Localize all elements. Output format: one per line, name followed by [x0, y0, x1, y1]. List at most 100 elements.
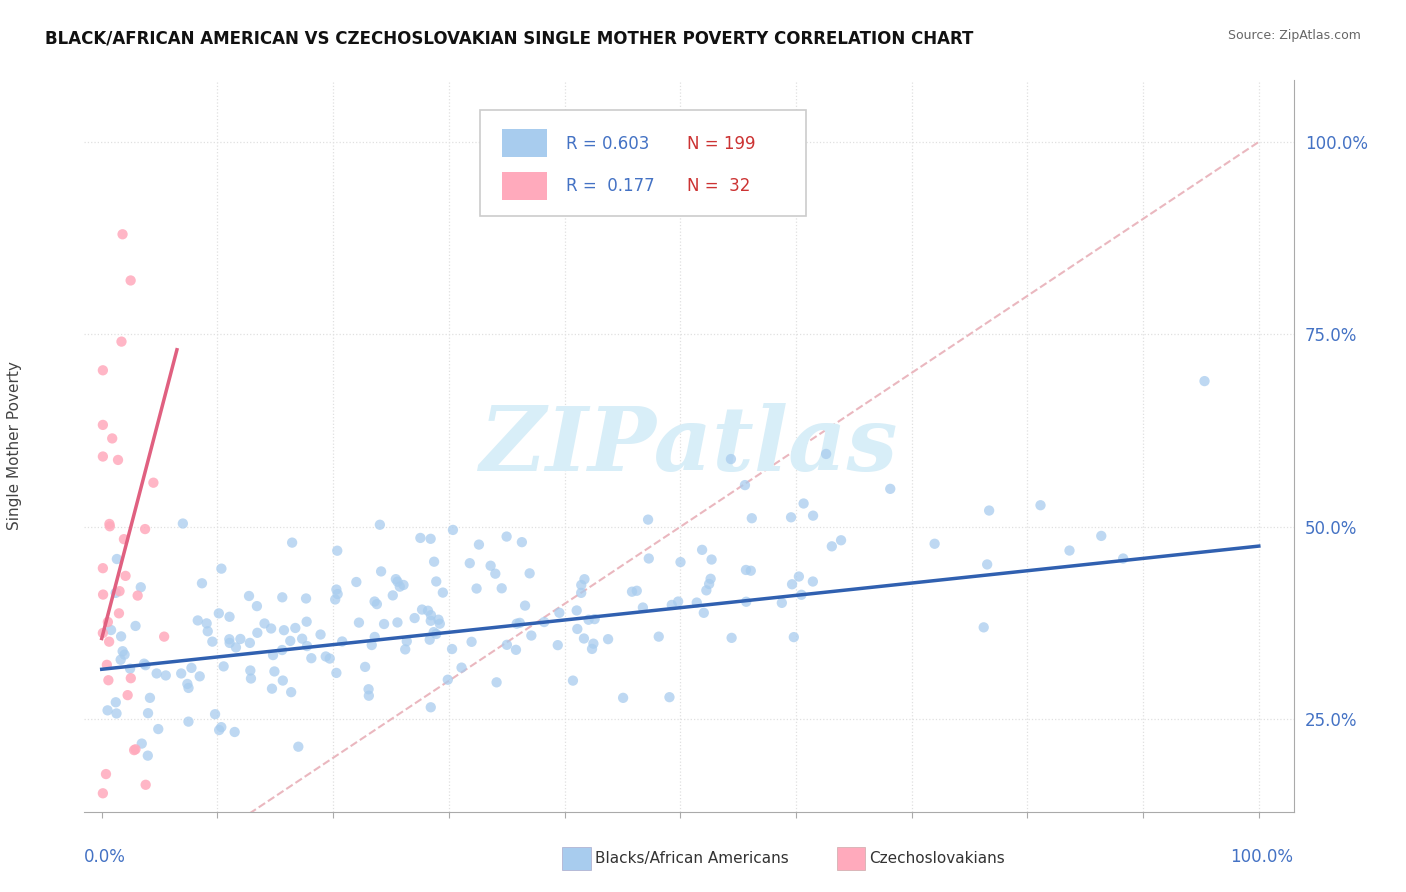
Point: [419, 632, 441, 647]
Point: [91, 561, 114, 575]
Point: [924, 537, 946, 551]
Point: [432, 585, 454, 599]
Point: [271, 591, 294, 605]
Point: [519, 566, 541, 581]
Point: [284, 621, 307, 635]
Point: [460, 635, 482, 649]
Point: [658, 690, 681, 705]
Point: [1059, 543, 1081, 558]
Point: [98, 516, 121, 531]
Point: [505, 642, 527, 657]
Point: [821, 539, 844, 553]
Point: [114, 648, 136, 662]
Point: [229, 632, 252, 646]
Text: N =  32: N = 32: [686, 178, 749, 195]
Point: [98, 634, 121, 648]
Point: [278, 633, 301, 648]
Point: [91, 588, 114, 602]
Point: [153, 630, 176, 644]
Point: [246, 599, 269, 614]
Point: [96, 657, 118, 672]
Point: [224, 725, 246, 739]
Point: [830, 533, 852, 548]
Point: [104, 695, 127, 709]
Point: [98, 519, 121, 533]
Point: [197, 624, 219, 639]
Point: [134, 522, 156, 536]
Point: [735, 595, 758, 609]
Point: [295, 615, 318, 629]
Point: [148, 722, 170, 736]
Point: [135, 778, 157, 792]
Point: [693, 606, 716, 620]
Point: [409, 531, 432, 545]
Point: [291, 632, 314, 646]
Point: [686, 596, 709, 610]
Point: [479, 558, 502, 573]
Point: [177, 681, 200, 695]
Point: [239, 664, 262, 678]
Point: [280, 685, 302, 699]
Point: [218, 636, 240, 650]
Point: [740, 564, 762, 578]
Point: [271, 643, 294, 657]
Point: [368, 517, 391, 532]
Point: [422, 625, 444, 640]
Point: [385, 572, 408, 586]
Point: [626, 583, 648, 598]
Point: [172, 516, 194, 531]
Point: [423, 555, 446, 569]
Point: [741, 511, 763, 525]
Point: [1090, 529, 1112, 543]
Point: [204, 707, 226, 722]
Point: [177, 714, 200, 729]
Point: [381, 588, 404, 602]
Point: [441, 523, 464, 537]
Point: [416, 604, 439, 618]
Point: [111, 227, 134, 242]
Point: [354, 660, 377, 674]
Point: [122, 743, 145, 757]
Point: [793, 496, 815, 510]
Point: [565, 603, 588, 617]
Point: [695, 583, 717, 598]
Point: [366, 597, 388, 611]
Text: 0.0%: 0.0%: [84, 848, 127, 866]
Point: [91, 786, 114, 800]
Point: [425, 627, 447, 641]
Point: [295, 591, 318, 606]
Point: [815, 447, 838, 461]
Point: [330, 634, 353, 648]
Point: [801, 508, 824, 523]
Point: [108, 607, 131, 621]
Point: [581, 641, 603, 656]
Point: [108, 584, 131, 599]
Point: [976, 558, 998, 572]
Point: [91, 450, 114, 464]
Point: [429, 616, 451, 631]
Point: [111, 644, 134, 658]
Point: [326, 543, 349, 558]
Point: [419, 700, 441, 714]
Point: [404, 611, 426, 625]
Point: [208, 607, 231, 621]
Point: [612, 690, 634, 705]
Point: [661, 598, 683, 612]
Point: [188, 669, 211, 683]
Point: [281, 535, 304, 549]
Point: [208, 723, 231, 737]
Point: [520, 629, 543, 643]
Point: [1194, 374, 1216, 388]
Point: [425, 574, 447, 589]
Point: [112, 532, 135, 546]
Point: [114, 569, 136, 583]
Point: [105, 706, 128, 721]
Point: [666, 594, 689, 608]
Point: [411, 602, 433, 616]
Point: [253, 616, 276, 631]
Point: [548, 606, 571, 620]
Point: [325, 582, 347, 597]
Point: [561, 673, 583, 688]
Point: [780, 510, 803, 524]
Point: [720, 452, 742, 467]
